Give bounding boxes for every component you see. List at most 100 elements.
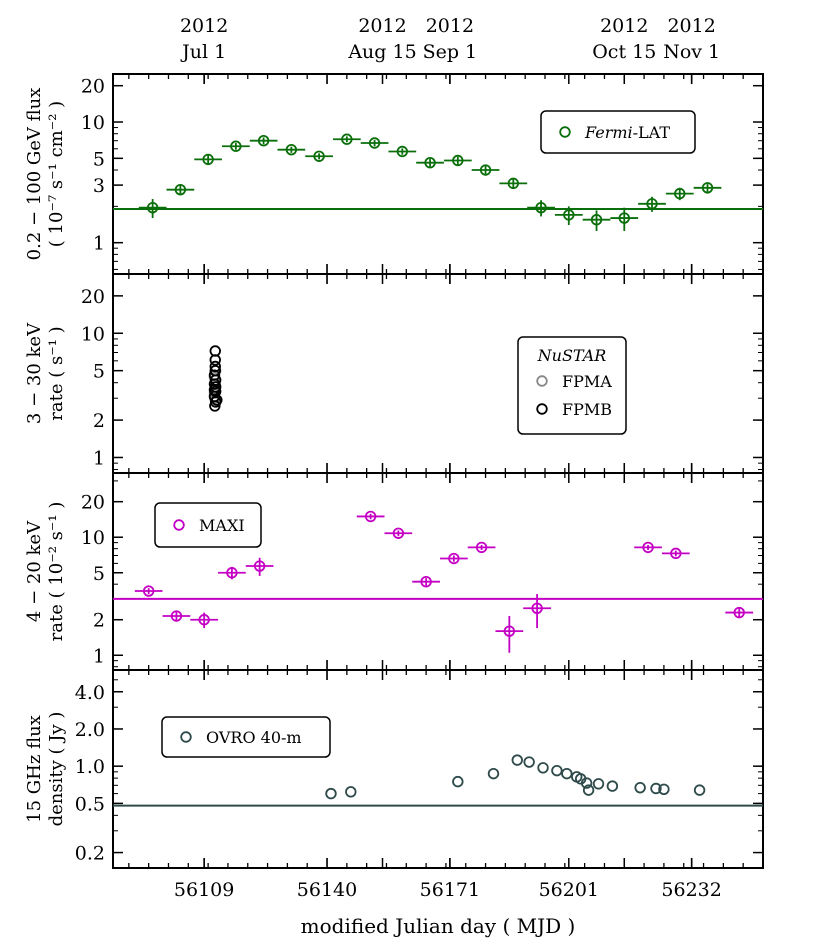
data-point bbox=[487, 767, 500, 780]
y-tick-label: 5 bbox=[93, 563, 105, 585]
legend-label: Fermi-LAT bbox=[584, 123, 670, 142]
y-tick-label: 1 bbox=[93, 233, 105, 255]
data-point bbox=[452, 154, 464, 167]
y-tick-label: 1.0 bbox=[75, 756, 105, 778]
data-point bbox=[146, 201, 159, 214]
maxi-panel: 1 2 5 10 20 4 − 20 keVrate ( 10⁻² s⁻¹ ) MAXI bbox=[24, 472, 764, 671]
data-point bbox=[420, 575, 432, 588]
legend-box bbox=[517, 336, 627, 435]
legend-title: NuSTAR bbox=[537, 346, 607, 365]
y-tick-label: 4.0 bbox=[75, 682, 105, 704]
data-point bbox=[590, 214, 603, 226]
y-tick-label: 2 bbox=[93, 410, 105, 432]
legend-marker bbox=[536, 403, 548, 415]
date-tick-date: Aug 15 bbox=[347, 41, 416, 63]
panel-frame bbox=[112, 73, 764, 275]
data-point bbox=[582, 784, 595, 796]
data-point bbox=[606, 780, 619, 792]
data-point bbox=[424, 157, 436, 169]
data-point bbox=[202, 153, 214, 166]
data-point bbox=[253, 560, 266, 572]
data-points bbox=[134, 510, 754, 653]
data-point bbox=[580, 777, 593, 789]
x-tick-label: 56201 bbox=[539, 879, 599, 901]
nustar-panel: 1 2 5 10 20 3 − 30 keVrate ( s⁻¹ ) NuSTAR FPMA F… bbox=[24, 273, 764, 474]
data-point bbox=[535, 201, 547, 214]
y-tick-label: 10 bbox=[81, 323, 105, 345]
data-point bbox=[701, 182, 714, 194]
data-point bbox=[479, 164, 492, 176]
legend-marker bbox=[536, 375, 548, 387]
y-tick-label: 2 bbox=[93, 610, 105, 632]
data-point bbox=[208, 384, 221, 396]
data-point bbox=[537, 762, 549, 774]
legend-label: MAXI bbox=[199, 516, 245, 535]
date-tick-year: 2012 bbox=[180, 15, 228, 37]
data-point bbox=[563, 209, 575, 221]
legend-label: FPMB bbox=[562, 400, 612, 419]
y-tick-label: 20 bbox=[81, 492, 105, 514]
data-point bbox=[592, 778, 605, 790]
data-point bbox=[618, 212, 630, 224]
legend-box bbox=[154, 502, 262, 548]
x-axis-label: modified Julian day ( MJD ) bbox=[301, 914, 576, 938]
y-tick-label: 5 bbox=[93, 361, 105, 383]
y-axis-label: 0.2 − 100 GeV flux( 10⁻⁷ s⁻¹ cm⁻² ) bbox=[24, 88, 67, 261]
date-tick-date: Jul 1 bbox=[180, 41, 226, 63]
date-tick-date: Oct 15 bbox=[592, 41, 656, 63]
legend-marker bbox=[173, 519, 185, 531]
data-point bbox=[503, 625, 516, 637]
data-point bbox=[257, 135, 270, 147]
date-tick-date: Nov 1 bbox=[663, 41, 720, 63]
y-axis-label: 3 − 30 keVrate ( s⁻¹ ) bbox=[24, 322, 67, 424]
y-tick-label: 1 bbox=[93, 447, 105, 469]
data-point bbox=[674, 187, 686, 200]
data-point bbox=[364, 510, 377, 523]
data-point bbox=[658, 783, 670, 795]
data-point bbox=[325, 787, 337, 800]
y-tick-label: 0.2 bbox=[75, 843, 105, 865]
data-point bbox=[551, 764, 563, 777]
data-point bbox=[174, 183, 187, 196]
data-point bbox=[646, 198, 658, 210]
legend-box bbox=[540, 110, 696, 154]
y-tick-label: 5 bbox=[93, 148, 105, 170]
legend-marker bbox=[559, 126, 571, 138]
legend-marker bbox=[180, 731, 192, 743]
x-tick-label: 56109 bbox=[174, 879, 234, 901]
y-tick-label: 2.0 bbox=[75, 719, 105, 741]
data-point bbox=[285, 143, 298, 156]
data-point bbox=[523, 756, 535, 768]
data-point bbox=[475, 541, 488, 554]
data-point bbox=[209, 360, 221, 373]
y-tick-label: 1 bbox=[93, 645, 105, 667]
ovro-panel: 0.2 0.5 1.0 2.0 4.0 15 GHz fluxdensity ( Jy )… bbox=[24, 669, 764, 869]
data-points bbox=[325, 754, 706, 800]
x-tick-label: 56232 bbox=[661, 879, 721, 901]
data-point bbox=[733, 606, 745, 619]
data-point bbox=[226, 567, 238, 579]
y-tick-label: 3 bbox=[93, 175, 105, 197]
data-point bbox=[507, 177, 520, 190]
legend: OVRO 40-m bbox=[161, 716, 331, 758]
legend-label: OVRO 40-m bbox=[206, 728, 302, 747]
data-point bbox=[313, 150, 325, 162]
data-point bbox=[634, 781, 646, 794]
data-point bbox=[396, 145, 409, 158]
legend: Fermi-LAT bbox=[540, 110, 696, 154]
y-tick-label: 10 bbox=[81, 112, 105, 134]
date-tick-year: 2012 bbox=[358, 15, 406, 37]
legend-box bbox=[161, 716, 331, 758]
date-tick-year: 2012 bbox=[667, 15, 715, 37]
data-point bbox=[693, 784, 706, 796]
x-tick-label: 56171 bbox=[420, 879, 480, 901]
data-point bbox=[670, 547, 682, 560]
x-tick-label: 56140 bbox=[297, 879, 357, 901]
data-point bbox=[198, 614, 210, 626]
legend-label: FPMA bbox=[562, 372, 612, 391]
date-tick-year: 2012 bbox=[600, 15, 648, 37]
data-point bbox=[392, 527, 405, 539]
data-point bbox=[345, 786, 357, 798]
data-point bbox=[448, 552, 460, 565]
y-tick-label: 20 bbox=[81, 76, 105, 98]
